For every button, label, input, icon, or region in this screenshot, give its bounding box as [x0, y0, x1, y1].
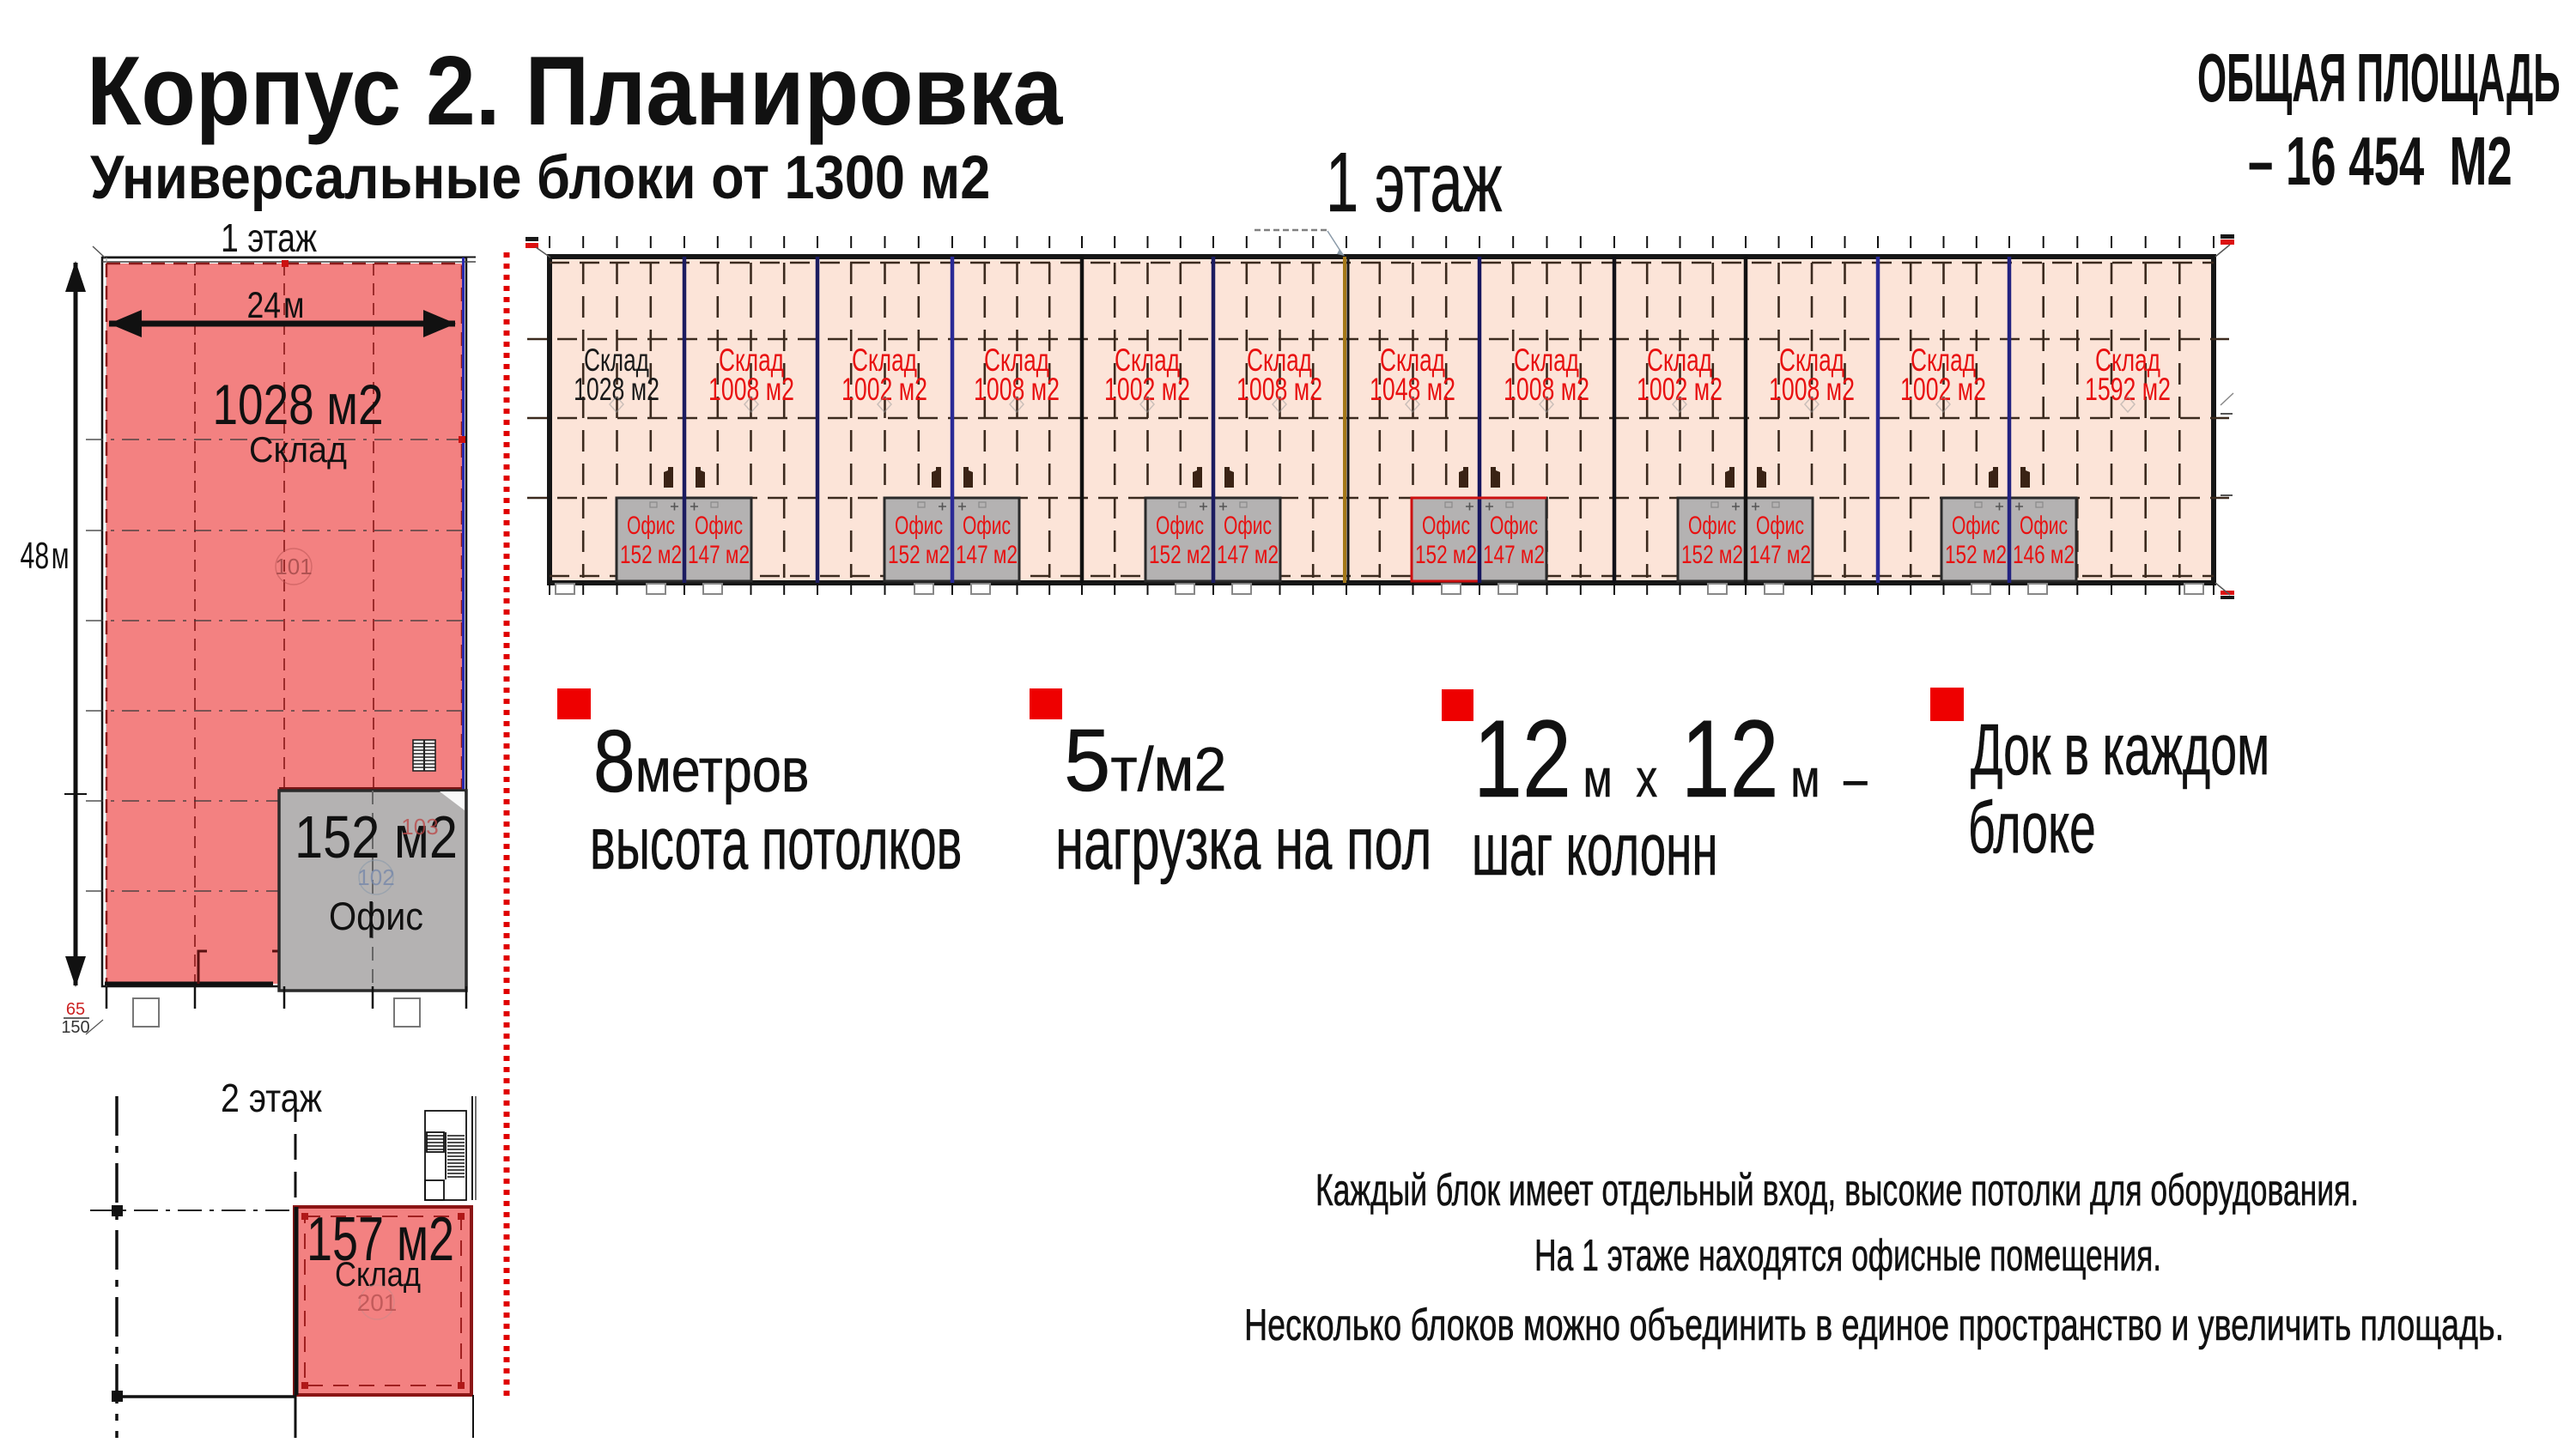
svg-text:101: 101 — [275, 554, 312, 579]
svg-text:Офис: Офис — [1490, 512, 1538, 540]
svg-text:Офис: Офис — [1224, 512, 1272, 540]
svg-text:147 м2: 147 м2 — [1217, 541, 1279, 569]
svg-text:157 м2: 157 м2 — [307, 1205, 454, 1274]
svg-text:Склад: Склад — [249, 429, 347, 470]
svg-text:Склад: Склад — [1380, 343, 1445, 378]
svg-text:Склад: Склад — [984, 343, 1049, 378]
svg-text:Офис: Офис — [1156, 512, 1204, 540]
svg-text:1 этаж: 1 этаж — [221, 215, 317, 260]
svg-text:147 м2: 147 м2 — [688, 541, 750, 569]
svg-text:147 м2: 147 м2 — [1749, 541, 1811, 569]
svg-text:1008 м2: 1008 м2 — [708, 372, 794, 407]
svg-text:152 м2: 152 м2 — [295, 803, 458, 870]
svg-text:1008 м2: 1008 м2 — [1769, 372, 1855, 407]
svg-text:103: 103 — [401, 814, 438, 840]
svg-text:Склад: Склад — [852, 343, 917, 378]
svg-text:Офис: Офис — [329, 894, 423, 938]
svg-text:Склад: Склад — [1247, 343, 1312, 378]
svg-text:Склад: Склад — [335, 1256, 421, 1294]
svg-text:Склад: Склад — [1647, 343, 1712, 378]
svg-text:Склад: Склад — [2095, 343, 2160, 378]
svg-text:Офис: Офис — [1422, 512, 1470, 540]
svg-text:1028 м2: 1028 м2 — [213, 373, 384, 436]
svg-text:152 м2: 152 м2 — [1149, 541, 1211, 569]
svg-text:1048 м2: 1048 м2 — [1370, 372, 1455, 407]
svg-text:Офис: Офис — [1952, 512, 2000, 540]
svg-text:152 м2: 152 м2 — [1681, 541, 1743, 569]
svg-text:Офис: Офис — [895, 512, 943, 540]
svg-text:102: 102 — [357, 864, 394, 890]
svg-text:1008 м2: 1008 м2 — [1504, 372, 1589, 407]
svg-text:Склад: Склад — [1115, 343, 1180, 378]
svg-text:150: 150 — [61, 1018, 89, 1037]
svg-text:Склад: Склад — [1911, 343, 1976, 378]
svg-text:152 м2: 152 м2 — [620, 541, 682, 569]
svg-text:65: 65 — [66, 1000, 85, 1019]
svg-text:Склад: Склад — [1514, 343, 1579, 378]
svg-text:Склад: Склад — [1779, 343, 1844, 378]
svg-text:147 м2: 147 м2 — [1483, 541, 1545, 569]
svg-text:Склад: Склад — [584, 343, 649, 378]
svg-text:24 м: 24 м — [247, 285, 305, 326]
svg-text:1008 м2: 1008 м2 — [1236, 372, 1322, 407]
svg-text:152 м2: 152 м2 — [1415, 541, 1477, 569]
svg-text:Офис: Офис — [963, 512, 1011, 540]
svg-text:201: 201 — [357, 1289, 398, 1316]
svg-text:Офис: Офис — [1756, 512, 1804, 540]
svg-text:Офис: Офис — [2020, 512, 2068, 540]
svg-text:152 м2: 152 м2 — [1945, 541, 2007, 569]
svg-text:2 этаж: 2 этаж — [221, 1076, 322, 1120]
svg-text:Офис: Офис — [1688, 512, 1736, 540]
svg-text:147 м2: 147 м2 — [956, 541, 1018, 569]
svg-text:1002 м2: 1002 м2 — [841, 372, 927, 407]
svg-text:1002 м2: 1002 м2 — [1637, 372, 1722, 407]
svg-text:152 м2: 152 м2 — [888, 541, 950, 569]
svg-text:Офис: Офис — [627, 512, 675, 540]
svg-text:1008 м2: 1008 м2 — [974, 372, 1060, 407]
svg-text:Офис: Офис — [695, 512, 743, 540]
svg-text:1002 м2: 1002 м2 — [1900, 372, 1986, 407]
svg-text:146 м2: 146 м2 — [2013, 541, 2075, 569]
svg-text:Склад: Склад — [719, 343, 784, 378]
svg-text:48 м: 48 м — [21, 535, 70, 577]
svg-text:1592 м2: 1592 м2 — [2085, 372, 2171, 407]
svg-text:1002 м2: 1002 м2 — [1104, 372, 1190, 407]
svg-text:1028 м2: 1028 м2 — [574, 372, 659, 407]
